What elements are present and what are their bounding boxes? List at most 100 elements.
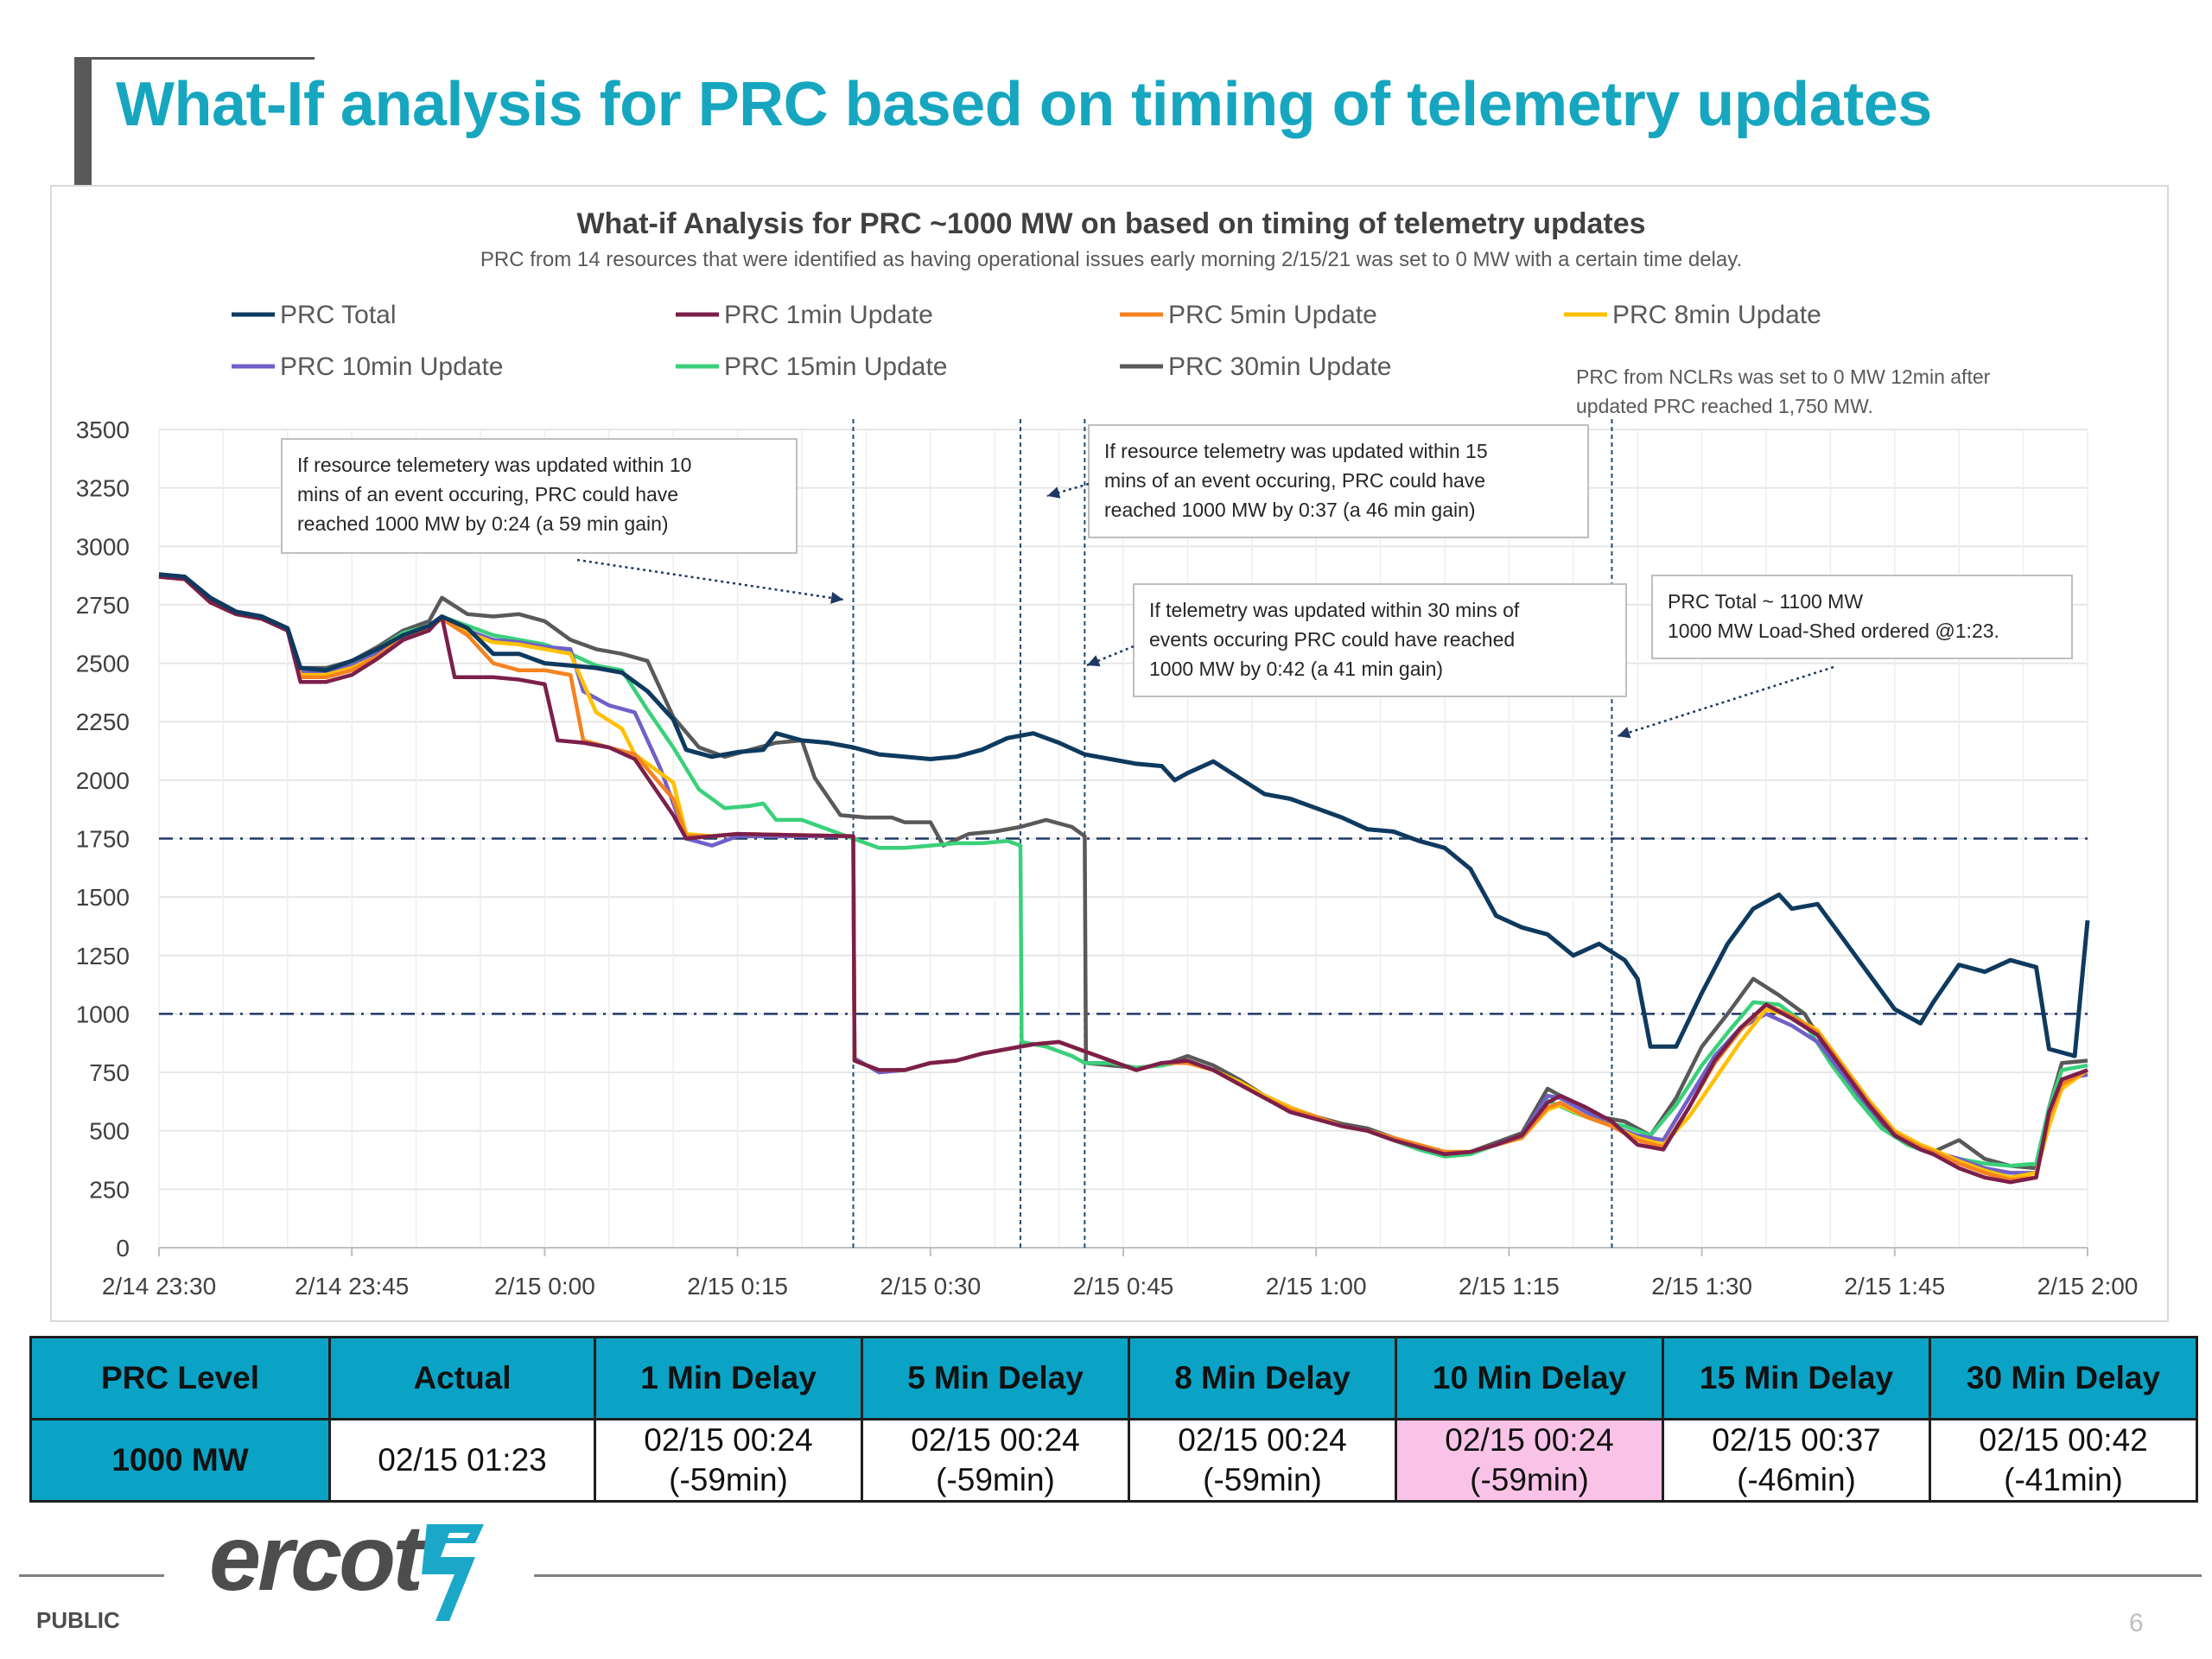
legend-label: PRC 30min Update xyxy=(1168,353,1391,381)
annotation-text-line: If resource telemetry was updated within… xyxy=(1104,440,1488,462)
table-header-cell: Actual xyxy=(328,1336,596,1421)
annotation-text-line: 1000 MW by 0:42 (a 41 min gain) xyxy=(1149,658,1443,680)
y-tick-label: 2000 xyxy=(76,767,130,794)
table-cell-time: 02/15 00:42 xyxy=(1979,1422,2148,1458)
annotation-box xyxy=(281,438,798,554)
table-header-cell: 10 Min Delay xyxy=(1395,1336,1664,1421)
y-tick-label: 2500 xyxy=(76,651,130,677)
y-tick-label: 1000 xyxy=(76,1001,130,1027)
annotation-arrowhead xyxy=(1047,486,1061,499)
annotation-arrow xyxy=(576,558,844,601)
x-tick-label: 2/14 23:45 xyxy=(295,1273,409,1300)
table-header-cell: 8 Min Delay xyxy=(1128,1336,1397,1421)
x-tick-label: 2/15 0:00 xyxy=(494,1273,595,1300)
footer-public-label: PUBLIC xyxy=(36,1607,120,1633)
annotation-callout: If resource telemetery was updated withi… xyxy=(281,438,844,604)
annotations: If resource telemetery was updated withi… xyxy=(281,424,2073,739)
annotation-box xyxy=(1651,575,2073,659)
table-cell: 02/15 00:24 (-59min) xyxy=(861,1418,1130,1503)
series-line-prc-15min-update xyxy=(158,575,2088,1168)
chart-frame: What-if Analysis for PRC ~1000 MW on bas… xyxy=(50,185,2169,1322)
annotation-text-line: PRC Total ~ 1100 MW xyxy=(1668,590,1863,613)
x-tick-label: 2/15 2:00 xyxy=(2037,1273,2139,1300)
legend-note: PRC from NCLRs was set to 0 MW 12min aft… xyxy=(1576,365,1991,417)
annotation-text-line: If telemetry was updated within 30 mins … xyxy=(1149,599,1520,621)
annotation-text-line: If resource telemetery was updated withi… xyxy=(297,454,691,476)
annotation-text-line: events occuring PRC could have reached xyxy=(1149,628,1515,651)
legend-label: PRC 10min Update xyxy=(280,353,503,381)
table-header-cell: 5 Min Delay xyxy=(861,1336,1130,1421)
annotation-text-line: reached 1000 MW by 0:37 (a 46 min gain) xyxy=(1104,499,1476,521)
annotation-text-line: mins of an event occuring, PRC could hav… xyxy=(297,483,678,505)
y-tick-label: 750 xyxy=(89,1059,130,1086)
table-row: 1000 MW 02/15 01:23 02/15 00:24 (-59min) … xyxy=(29,1418,2198,1503)
y-tick-label: 250 xyxy=(89,1176,130,1203)
table-header-row: PRC Level Actual 1 Min Delay 5 Min Delay… xyxy=(29,1336,2198,1421)
annotation-arrow xyxy=(1046,482,1090,498)
annotation-arrowhead xyxy=(1087,655,1101,667)
annotation-box xyxy=(1088,424,1589,538)
chart-title: What-if Analysis for PRC ~1000 MW on bas… xyxy=(576,207,1645,240)
title-accent-line xyxy=(74,57,315,60)
x-tick-label: 2/15 1:45 xyxy=(1844,1273,1945,1300)
table-cell: 02/15 00:37 (-46min) xyxy=(1662,1418,1931,1503)
delay-table: PRC Level Actual 1 Min Delay 5 Min Delay… xyxy=(29,1336,2198,1503)
y-tick-label: 2750 xyxy=(76,592,130,619)
series-line-prc-1min-update xyxy=(158,575,2088,1185)
table-cell-gain: (-59min) xyxy=(1203,1462,1322,1497)
footer-rule-left xyxy=(19,1574,164,1577)
table-row-label: 1000 MW xyxy=(29,1418,331,1503)
table-cell-highlighted: 02/15 00:24 (-59min) xyxy=(1395,1418,1664,1503)
legend-label: PRC 1min Update xyxy=(724,301,933,329)
ercot-logo-icon xyxy=(422,1524,484,1621)
annotation-callout: If resource telemetry was updated within… xyxy=(1046,424,1589,538)
table-cell-time: 02/15 00:37 xyxy=(1712,1422,1881,1458)
table-cell: 02/15 01:23 xyxy=(328,1418,596,1503)
y-tick-label: 500 xyxy=(89,1118,130,1145)
page-number: 6 xyxy=(2129,1609,2144,1637)
y-tick-label: 3500 xyxy=(76,416,130,443)
table-cell-gain: (-59min) xyxy=(936,1462,1055,1497)
table-header-cell: 15 Min Delay xyxy=(1662,1336,1931,1421)
ercot-logo-text: ercot xyxy=(209,1505,423,1610)
y-tick-label: 1750 xyxy=(76,826,130,853)
table-header-cell: 1 Min Delay xyxy=(594,1336,863,1421)
table-cell-gain: (-46min) xyxy=(1737,1462,1856,1497)
legend-label: PRC 5min Update xyxy=(1168,301,1377,329)
y-tick-label: 3000 xyxy=(76,533,130,560)
table-cell-time: 02/15 00:24 xyxy=(911,1422,1080,1458)
table-cell-gain: (-59min) xyxy=(669,1462,788,1497)
y-axis: 0 250 500 750 1000 1250 1500 1750 2000 2250 2500 27… xyxy=(76,416,130,1262)
line-chart: What-if Analysis for PRC ~1000 MW on bas… xyxy=(76,207,2139,1300)
table-cell: 02/15 00:24 (-59min) xyxy=(594,1418,863,1503)
table-cell-time: 02/15 01:23 xyxy=(378,1442,547,1478)
title-accent-bar xyxy=(74,59,92,185)
x-tick-label: 2/15 0:15 xyxy=(687,1273,788,1300)
legend-label: PRC 8min Update xyxy=(1612,301,1821,329)
table-cell-gain: (-41min) xyxy=(2004,1462,2123,1497)
y-tick-label: 1500 xyxy=(76,884,130,911)
x-tick-label: 2/15 1:15 xyxy=(1459,1273,1560,1300)
chart-legend: PRC Total PRC 1min Update PRC 5min Update P… xyxy=(232,301,1821,381)
x-tick-label: 2/14 23:30 xyxy=(102,1273,216,1300)
footer-rule-right xyxy=(534,1574,2202,1577)
y-tick-label: 0 xyxy=(116,1235,130,1262)
x-tick-label: 2/15 0:30 xyxy=(880,1273,981,1300)
y-tick-label: 1250 xyxy=(76,943,130,969)
x-tick-label: 2/15 1:00 xyxy=(1266,1273,1367,1300)
annotation-text-line: 1000 MW Load-Shed ordered @1:23. xyxy=(1668,620,1999,642)
table-cell-time: 02/15 00:24 xyxy=(644,1422,813,1458)
x-axis: 2/14 23:30 2/14 23:45 2/15 0:00 2/15 0:15 2/… xyxy=(102,1248,2139,1300)
annotation-arrow xyxy=(1617,665,1834,738)
annotation-callout: If telemetry was updated within 30 mins … xyxy=(1086,583,1627,697)
annotation-arrowhead xyxy=(830,592,843,604)
y-tick-label: 2250 xyxy=(76,709,130,735)
legend-note-line-2: updated PRC reached 1,750 MW. xyxy=(1576,395,1873,417)
y-tick-label: 3250 xyxy=(76,475,130,502)
legend-label: PRC Total xyxy=(280,301,397,329)
legend-label: PRC 15min Update xyxy=(724,353,947,381)
table-header-cell: 30 Min Delay xyxy=(1929,1336,2198,1421)
x-tick-label: 2/15 0:45 xyxy=(1073,1273,1174,1300)
annotation-box xyxy=(1133,583,1627,697)
series-layer xyxy=(158,572,2090,1185)
